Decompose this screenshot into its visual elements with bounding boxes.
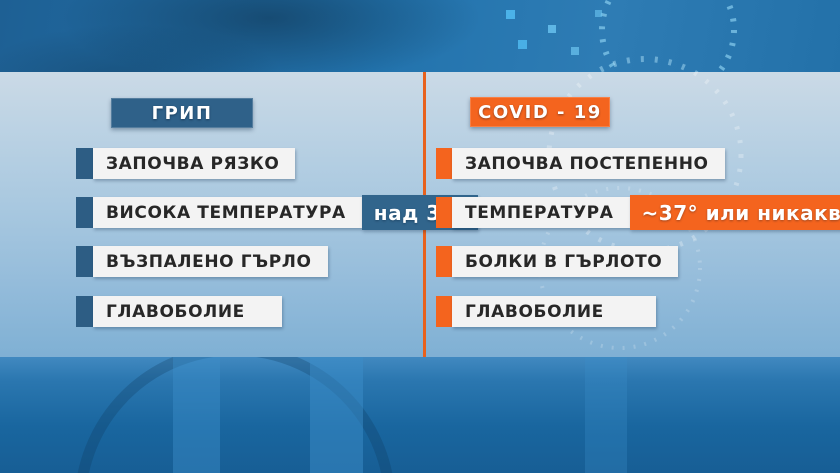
covid-temperature-value: ~37° или никаква [629,195,840,230]
row-accent-strip [436,148,452,179]
flu-symptom-row: ГЛАВОБОЛИЕ [76,296,282,327]
flu-symptom-label: ГЛАВОБОЛИЕ [93,296,282,327]
covid-symptom-label: ТЕМПЕРАТУРА [452,197,630,228]
covid-symptom-label: ЗАПОЧВА ПОСТЕПЕННО [452,148,725,179]
covid-symptom-row: ТЕМПЕРАТУРА ~37° или никаква [436,195,840,230]
covid-symptom-row: ЗАПОЧВА ПОСТЕПЕННО [436,148,725,179]
flu-symptom-row: ВИСОКА ТЕМПЕРАТУРА над 38° [76,195,478,230]
covid-symptom-row: БОЛКИ В ГЪРЛОТО [436,246,679,277]
row-accent-strip [76,246,93,277]
background-top-band [0,0,840,72]
covid-header: COVID - 19 [470,97,610,127]
covid-symptom-row: ГЛАВОБОЛИЕ [436,296,656,327]
flu-symptom-row: ВЪЗПАЛЕНО ГЪРЛО [76,246,328,277]
background-bottom-band [0,357,840,473]
flu-header: ГРИП [111,98,253,128]
row-accent-strip [76,296,93,327]
row-accent-strip [76,197,93,228]
row-accent-strip [436,197,452,228]
row-accent-strip [76,148,93,179]
flu-symptom-label: ВЪЗПАЛЕНО ГЪРЛО [93,246,328,277]
row-accent-strip [436,246,452,277]
row-accent-strip [436,296,452,327]
flu-symptom-label: ВИСОКА ТЕМПЕРАТУРА [93,197,362,228]
covid-symptom-label: ГЛАВОБОЛИЕ [452,296,656,327]
covid-symptom-label: БОЛКИ В ГЪРЛОТО [452,246,679,277]
flu-symptom-label: ЗАПОЧВА РЯЗКО [93,148,296,179]
flu-symptom-row: ЗАПОЧВА РЯЗКО [76,148,296,179]
